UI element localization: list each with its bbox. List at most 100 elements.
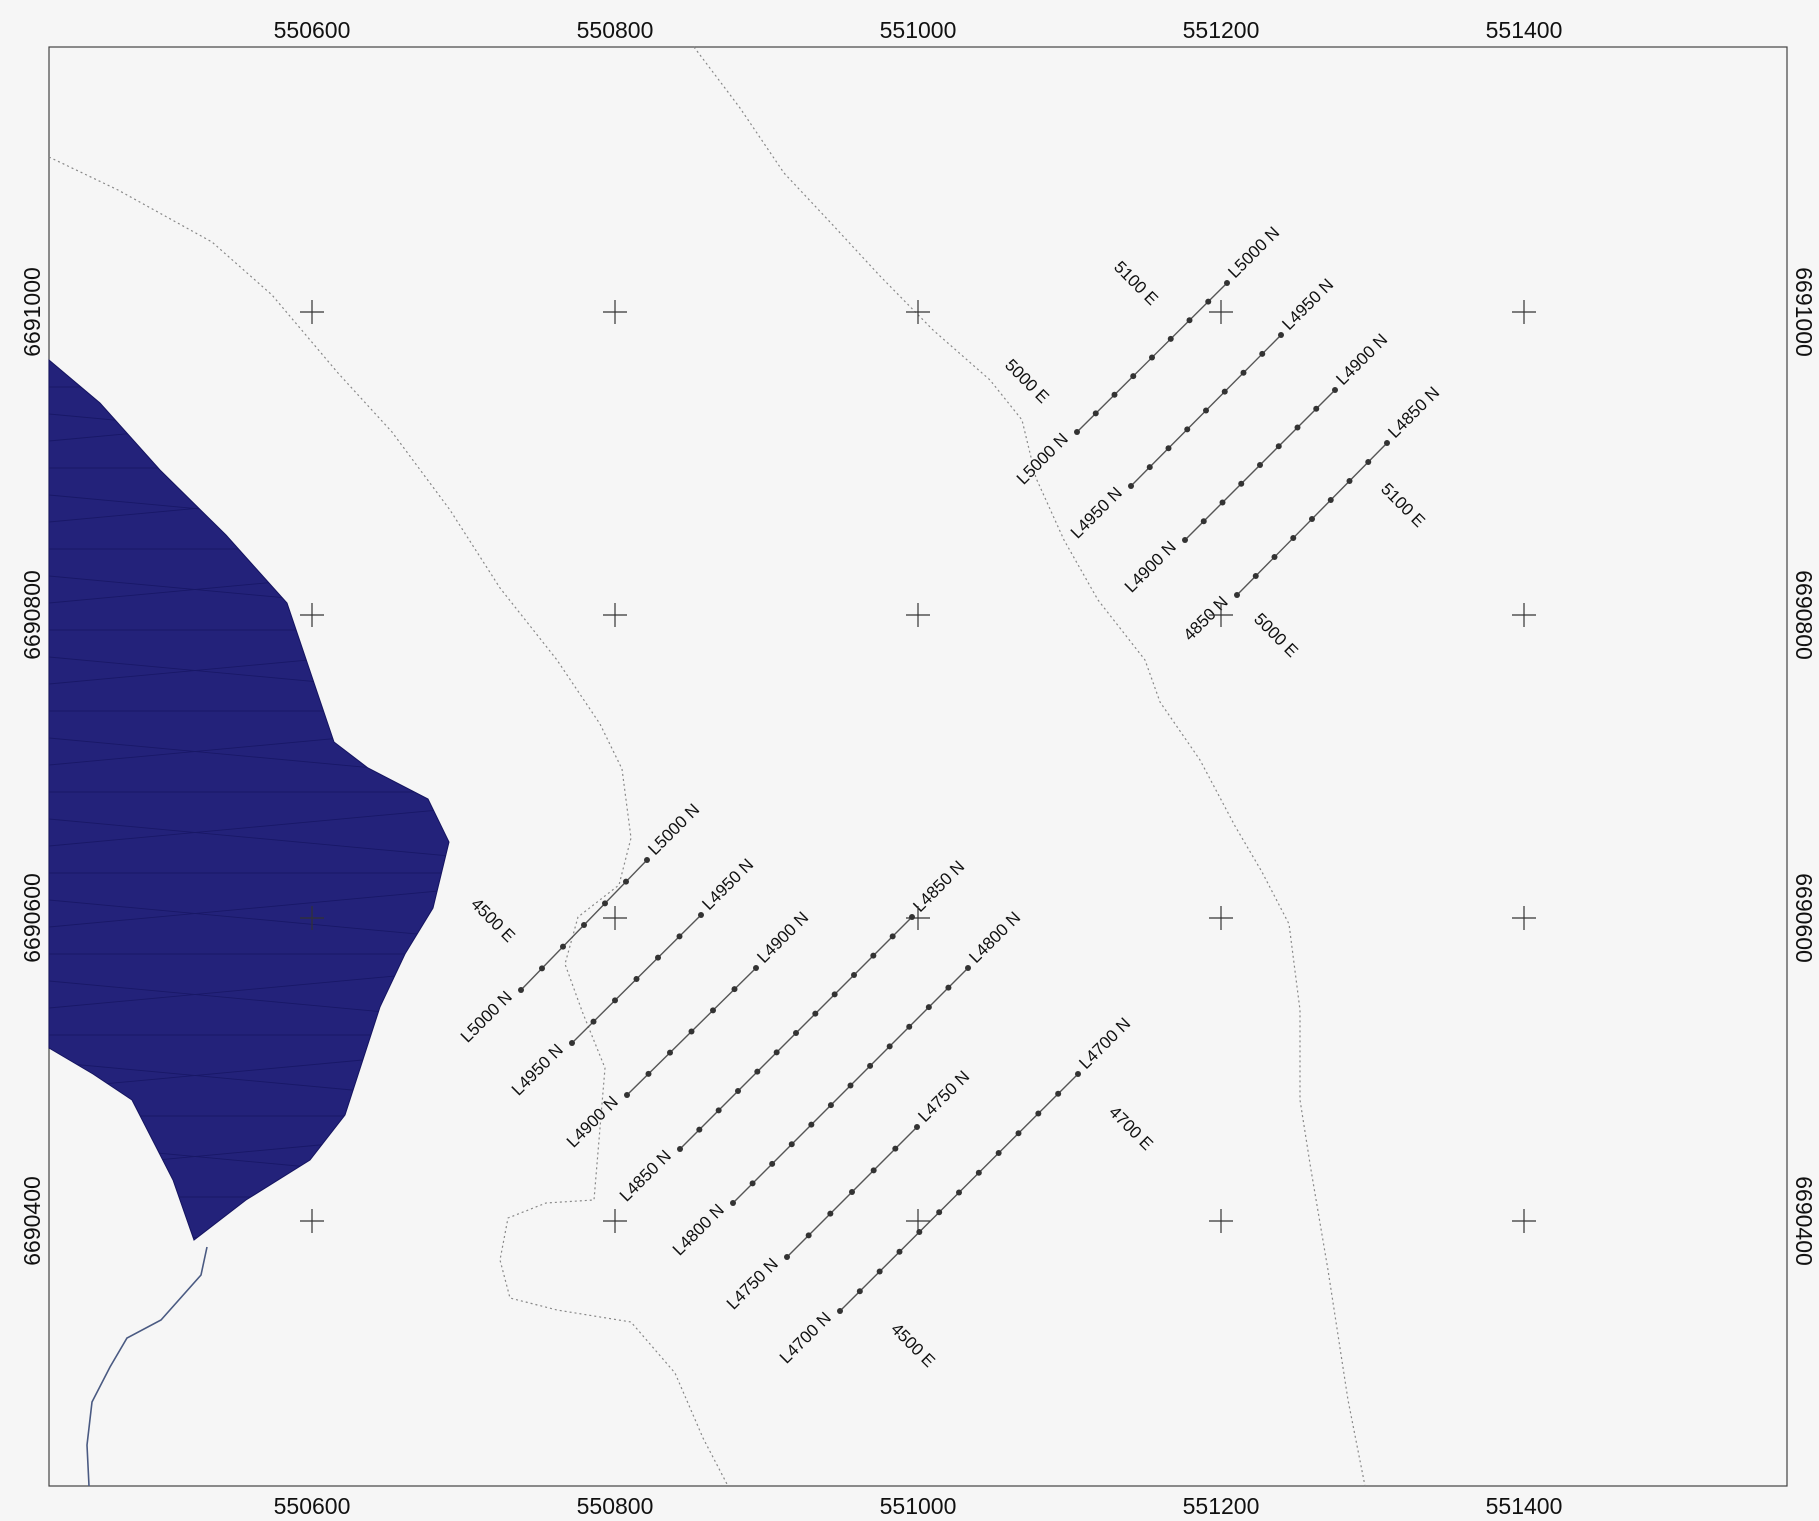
survey-station [827,1210,834,1217]
survey-station [805,1232,812,1239]
x-tick-top-551200: 551200 [1183,17,1260,43]
x-axis-bottom: 550600 550800 551000 551200 551400 [274,1493,1563,1519]
survey-station [1294,424,1301,431]
y-tick-left-6690400: 6690400 [19,1176,45,1266]
survey-station [676,933,683,940]
y-tick-right-6690400: 6690400 [1791,1176,1817,1266]
x-tick-bottom-551200: 551200 [1183,1493,1260,1519]
survey-station [1332,387,1338,393]
grid-cross [300,906,324,930]
grid-cross [300,1209,324,1233]
survey-station [876,1268,883,1275]
survey-station [909,914,915,920]
survey-station [1257,462,1263,468]
survey-station [731,986,738,993]
survey-station [1275,443,1282,450]
y-tick-right-6690600: 6690600 [1791,873,1817,963]
survey-station [769,1160,776,1167]
x-axis-top: 550600 550800 551000 551200 551400 [274,17,1563,43]
survey-station [892,1145,899,1152]
survey-station [569,1040,575,1046]
survey-station [710,1007,716,1014]
grid-cross [1209,1209,1233,1233]
survey-station [581,922,587,928]
survey-station [965,965,971,971]
survey-station [735,1088,741,1094]
survey-station [1219,499,1226,506]
survey-station [1146,464,1153,471]
lake-hatch-line [49,969,449,1009]
survey-station [539,965,545,972]
survey-station [749,1180,756,1187]
y-tick-left-6691000: 6691000 [19,267,45,357]
x-tick-top-550800: 550800 [577,17,654,43]
survey-station [1259,350,1266,357]
survey-station [645,1070,652,1077]
survey-station [753,965,759,971]
survey-station [1384,440,1390,446]
survey-station [788,1141,795,1148]
x-tick-bottom-550800: 550800 [577,1493,654,1519]
survey-station [715,1107,722,1114]
survey-station [1234,592,1240,598]
survey-station [1252,573,1259,579]
y-tick-left-6690800: 6690800 [19,570,45,660]
x-tick-top-551000: 551000 [880,17,957,43]
y-tick-left-6690600: 6690600 [19,873,45,963]
grid-cross [906,300,930,324]
survey-station [1128,483,1134,489]
grid-cross [1512,603,1536,627]
survey-station [1035,1110,1042,1117]
x-tick-bottom-551400: 551400 [1486,1493,1563,1519]
survey-station [867,1062,874,1069]
survey-station [889,933,896,940]
survey-station [916,1229,923,1235]
survey-station [754,1068,761,1075]
grid-cross [603,300,627,324]
survey-station [624,1092,630,1098]
survey-station [688,1028,695,1035]
stream-line [86,1246,208,1487]
survey-station [851,972,857,978]
survey-station [1365,459,1372,465]
survey-station [856,1288,863,1295]
survey-station [837,1308,843,1314]
survey-station [1271,554,1278,560]
survey-station [1313,405,1320,412]
survey-station [730,1200,736,1206]
x-tick-top-551400: 551400 [1486,17,1563,43]
survey-station [1203,407,1209,414]
grid-cross [300,300,324,324]
grid-cross [1512,1209,1536,1233]
grid-crosses [300,300,1536,1233]
grid-cross [603,906,627,930]
survey-station [773,1049,780,1056]
grid-cross [603,1209,627,1233]
survey-station [914,1124,920,1130]
survey-station [518,987,524,993]
y-tick-right-6691000: 6691000 [1791,267,1817,357]
survey-station [1182,537,1188,543]
survey-station [906,1023,913,1030]
survey-station [849,1189,855,1195]
contour-left [48,156,729,1487]
survey-station [612,997,618,1004]
x-tick-bottom-551000: 551000 [880,1493,957,1519]
survey-station [870,952,877,959]
survey-station [1238,480,1245,487]
survey-station [655,954,661,961]
grid-cross [906,906,930,930]
survey-station [956,1189,962,1196]
survey-station [623,878,629,885]
survey-station [808,1121,815,1128]
survey-station [1092,410,1099,417]
lake-hatch-line [49,899,449,939]
survey-station [975,1169,982,1176]
grid-cross [603,603,627,627]
y-axis-left: 6691000 6690800 6690600 6690400 [19,267,45,1266]
survey-station [1221,388,1228,395]
survey-station [936,1209,943,1216]
survey-station [667,1049,673,1056]
survey-station [1184,426,1191,433]
survey-station [896,1248,903,1255]
